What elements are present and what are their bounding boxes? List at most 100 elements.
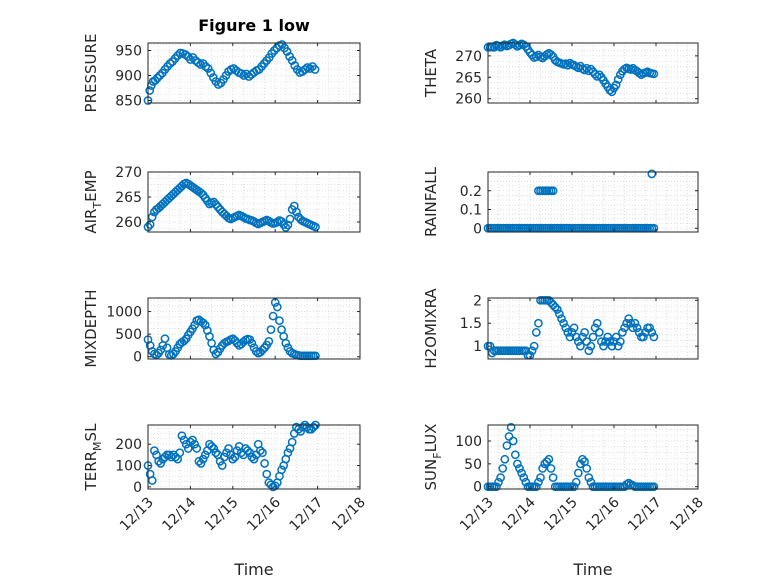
y-label-part: SUN [422, 459, 440, 491]
data-point [559, 318, 568, 328]
data-point [510, 40, 520, 50]
series-h2omixra [483, 295, 659, 360]
series-pressure [143, 40, 320, 105]
data-point [542, 457, 552, 466]
y-tick-label: 0 [473, 221, 482, 237]
data-point [196, 459, 206, 468]
data-point [287, 56, 297, 65]
data-point [211, 349, 221, 359]
data-point [628, 323, 638, 333]
y-label-subscript: M [91, 441, 104, 451]
y-tick-label: 260 [115, 215, 142, 231]
data-point [287, 437, 297, 447]
data-point [647, 169, 657, 179]
y-tick-label: 0.2 [460, 184, 482, 200]
data-point [552, 305, 562, 314]
data-point [550, 302, 560, 312]
x-tick-label: 12/13 [457, 495, 497, 535]
data-point [243, 446, 252, 455]
data-point [529, 341, 539, 351]
data-point [546, 50, 556, 59]
data-point [198, 318, 208, 328]
axes-box [147, 424, 361, 490]
x-tick-label: 12/14 [499, 494, 539, 534]
data-point [557, 314, 566, 323]
y-tick-label: 0 [473, 480, 482, 496]
y-tick-label: 50 [464, 457, 482, 473]
data-point [649, 69, 659, 79]
y-axis-label: TERRMSL [82, 423, 104, 492]
data-point [154, 456, 163, 466]
data-point [266, 325, 276, 334]
data-point [200, 450, 210, 460]
data-point [527, 346, 537, 356]
data-point [534, 318, 543, 328]
data-point [561, 323, 571, 333]
y-axis-label: H2OMIXRA [422, 288, 440, 369]
x-tick-label: 12/15 [202, 495, 242, 535]
series-theta [483, 38, 659, 97]
data-point [275, 316, 284, 325]
data-point [592, 318, 602, 328]
data-point [222, 448, 231, 458]
data-point [508, 436, 518, 446]
data-point [597, 337, 606, 346]
y-tick-label: 100 [455, 434, 482, 450]
data-point [519, 473, 529, 482]
data-point [605, 337, 615, 346]
subplot-pressure: 850 900 950 PRESSURE Figure 1 low [82, 16, 361, 113]
data-point [256, 446, 265, 455]
data-point [527, 50, 537, 60]
data-point [534, 477, 543, 487]
y-tick-label: 270 [455, 49, 482, 65]
data-point [147, 212, 157, 222]
y-axis-label: RAINFALL [422, 166, 440, 237]
y-axis-label: PRESSURE [82, 34, 100, 113]
data-point [232, 446, 242, 455]
data-point [296, 427, 305, 436]
data-point [177, 431, 187, 441]
y-label-part: TERR [82, 451, 100, 492]
data-point [515, 464, 524, 473]
data-point [563, 328, 573, 337]
x-tick-label: 12/16 [583, 494, 623, 534]
data-point [584, 473, 594, 482]
y-tick-label: 100 [115, 459, 142, 475]
data-point [282, 47, 292, 56]
subplot-theta: 260 265 270 THETA [422, 38, 699, 108]
data-point [571, 332, 581, 342]
data-point [565, 332, 575, 342]
data-point [576, 459, 585, 469]
data-point [569, 323, 579, 333]
data-point [258, 345, 267, 355]
data-point [207, 441, 216, 451]
data-point [605, 85, 615, 95]
data-point [281, 223, 291, 232]
data-point [145, 86, 155, 95]
data-point [607, 341, 617, 351]
data-point [209, 197, 219, 207]
data-point [632, 323, 642, 333]
data-point [626, 318, 636, 328]
data-point [249, 454, 259, 464]
grid [487, 43, 699, 103]
data-point [510, 450, 520, 460]
subplot-h2omixra: 1 1.5 2 H2OMIXRA [422, 288, 699, 369]
data-point [213, 202, 223, 212]
y-tick-label: 950 [115, 44, 142, 60]
y-tick-label: 0 [133, 350, 142, 366]
chart-title: Figure 1 low [198, 16, 310, 35]
axes-box [487, 171, 699, 233]
subplot-terr-msl: 0 100 200 TERRMSL 12/13 12/14 12/15 12/16 12/17 1… [82, 420, 369, 579]
data-point [150, 446, 159, 455]
data-point [584, 66, 594, 76]
data-point [294, 424, 303, 434]
y-axis-label: AIRTEMP [82, 170, 104, 233]
x-tick-label: 12/16 [244, 494, 284, 534]
data-point [206, 68, 216, 78]
axes-box [147, 171, 361, 233]
data-point [599, 341, 608, 351]
data-point [190, 320, 199, 330]
data-point [277, 465, 286, 475]
data-point [639, 332, 648, 342]
